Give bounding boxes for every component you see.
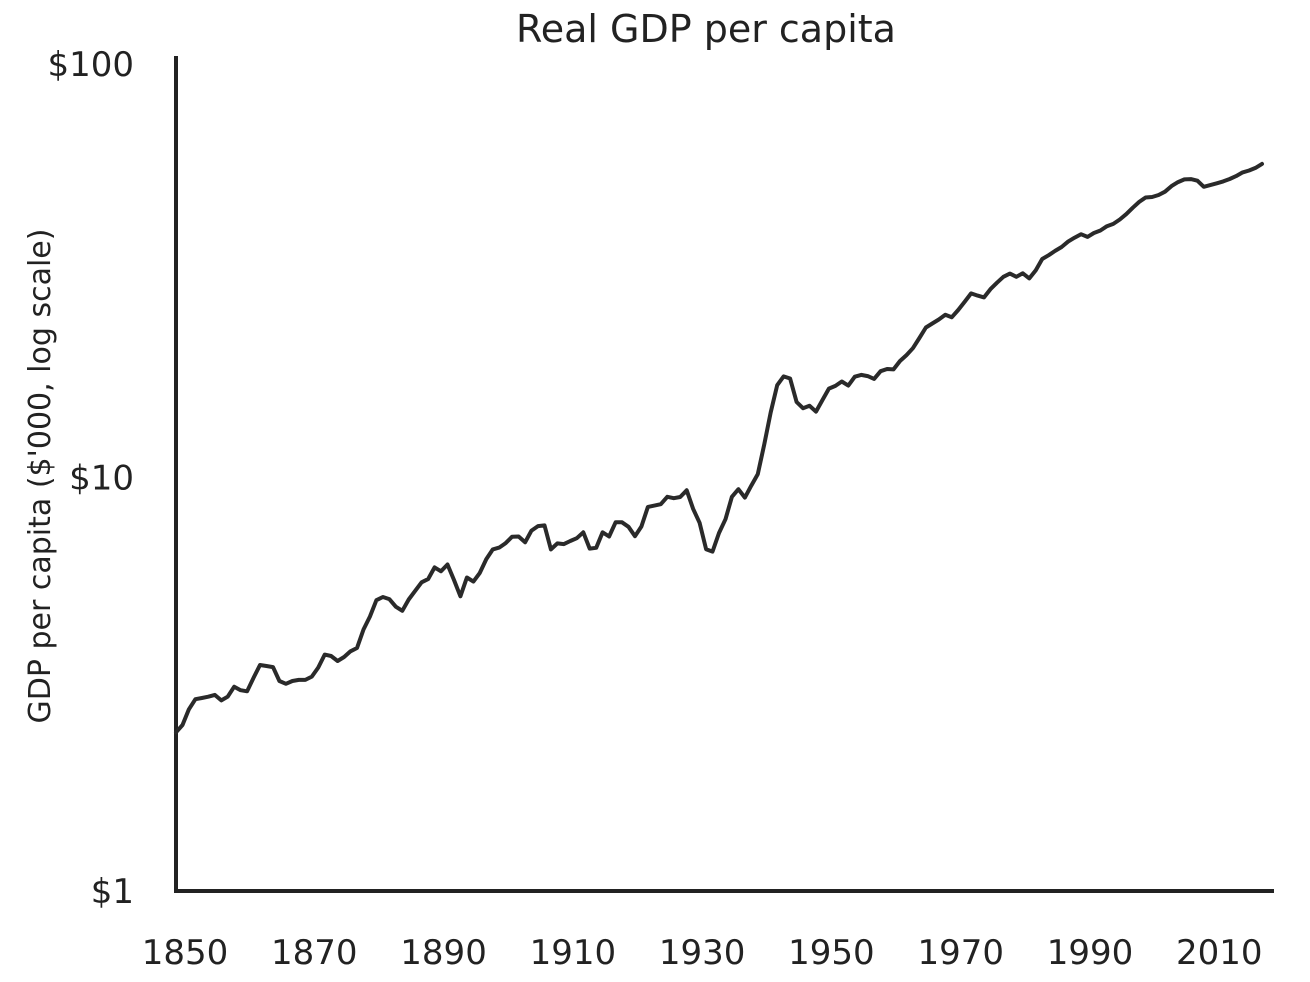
series-group [174,161,1264,735]
x-tick-labels: 1850 1870 1890 1910 1930 1950 1970 1990 2010 [142,933,1263,973]
y-tick-label: $1 [91,872,134,912]
x-tick-label: 1870 [271,933,358,973]
gdp-series-line [174,161,1264,735]
x-tick-label: 1890 [400,933,487,973]
x-tick-label: 1990 [1047,933,1134,973]
y-axis-label: GDP per capita ($'000, log scale) [23,229,58,724]
x-tick-label: 2010 [1176,933,1263,973]
x-tick-label: 1910 [530,933,617,973]
x-tick-label: 1850 [142,933,229,973]
y-tick-labels: $1 $10 $100 [47,45,134,912]
x-tick-label: 1950 [788,933,875,973]
y-tick-label: $100 [47,45,134,85]
x-tick-label: 1970 [917,933,1004,973]
chart-title: Real GDP per capita [516,7,896,51]
x-tick-label: 1930 [659,933,746,973]
y-tick-label: $10 [69,459,134,499]
